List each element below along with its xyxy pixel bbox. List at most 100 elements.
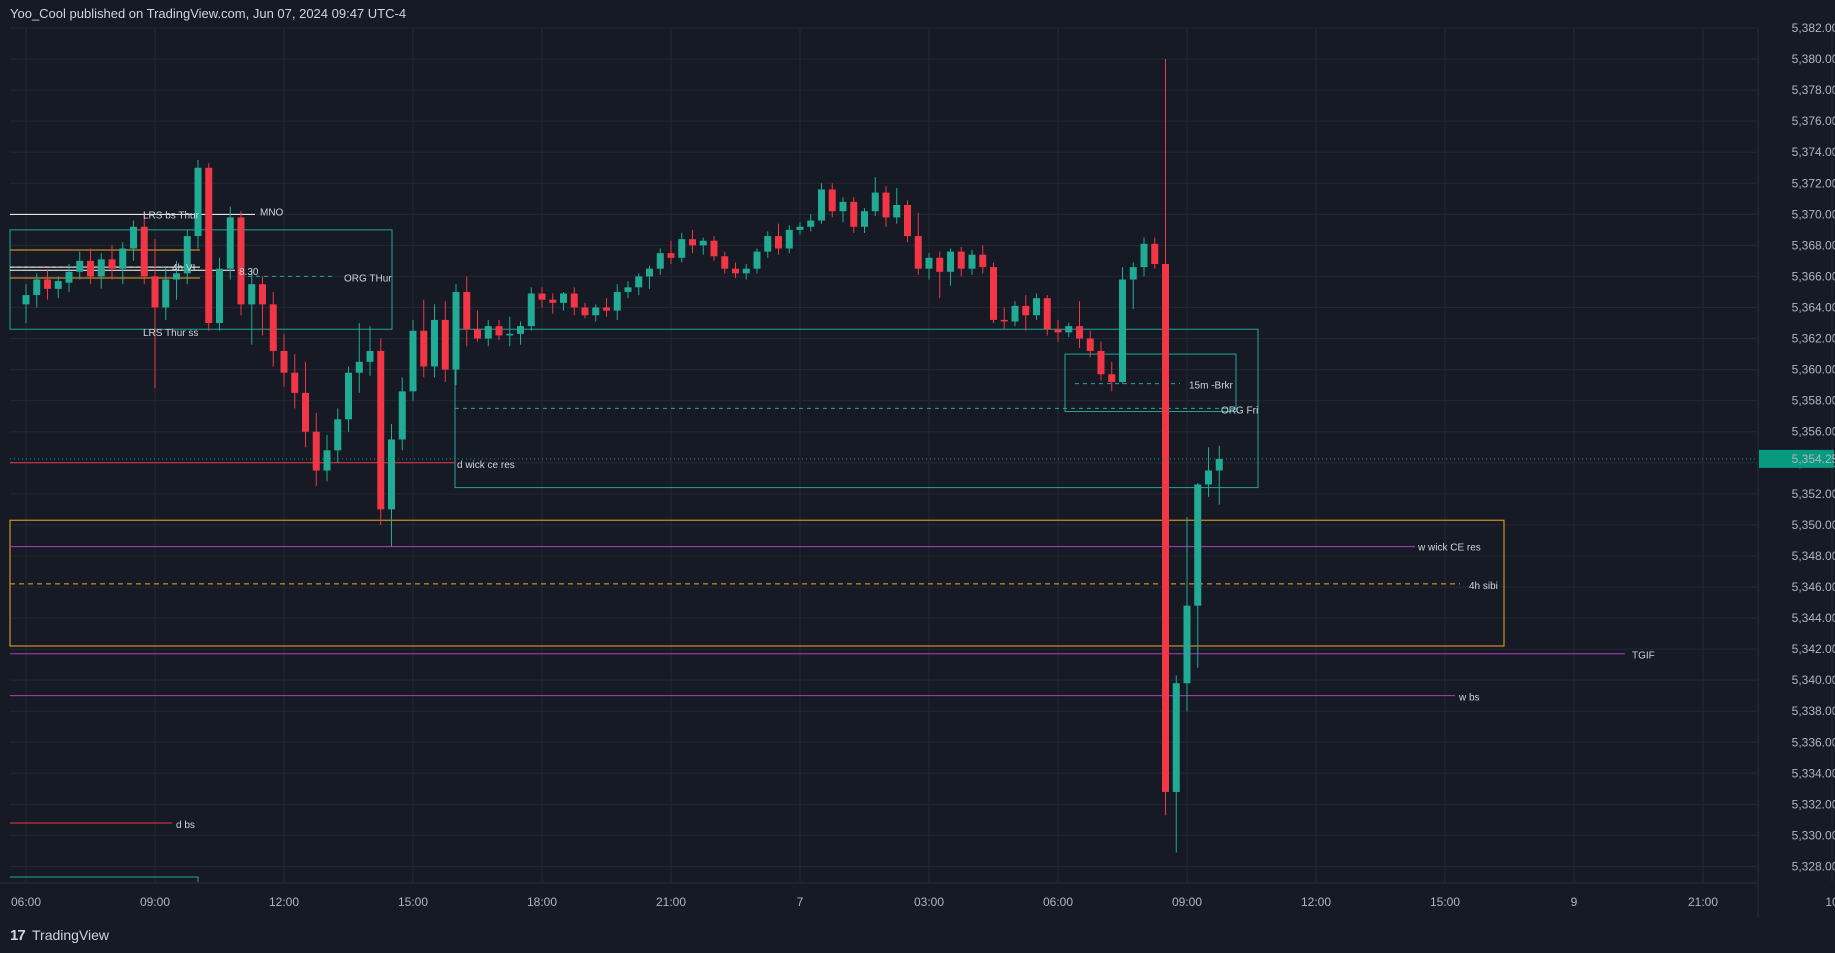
candle-body-up [398,391,406,440]
y-tick-label: 5,380.00 [1792,52,1835,66]
y-tick-label: 5,376.00 [1792,114,1835,128]
candle-body-down [87,260,94,277]
y-tick-label: 5,330.00 [1792,828,1835,842]
annotation-lrs-thur-ss: LRS Thur ss [143,328,198,339]
x-tick-label: 15:00 [1430,895,1460,909]
candle-body-up [33,279,41,296]
candle-body-up [592,307,600,316]
candle-body-up [796,226,804,230]
candle-body-down [667,253,675,258]
y-tick-label: 5,362.00 [1792,332,1835,346]
candle-body-up [173,273,180,280]
candle-body-up [334,419,342,451]
candle-body-up [1129,267,1137,280]
candle-body-up [861,211,868,227]
candle-body-up [839,201,847,212]
y-tick-label: 5,346.00 [1792,580,1835,594]
x-tick-label: 06:00 [1043,895,1073,909]
annotation-w-wick-ce-res: w wick CE res [1417,543,1481,554]
candle-body-up [388,439,395,510]
brkr-zone [1064,353,1237,413]
candle-body-down [1076,326,1083,339]
y-tick-label: 5,334.00 [1792,766,1835,780]
candle-body-down [420,330,428,367]
y-tick-label: 5,360.00 [1792,363,1835,377]
y-tick-label: 5,328.00 [1792,859,1835,873]
candle-body-up [409,330,417,392]
tradingview-logo-icon: 17 [10,927,26,944]
candle-body-down [151,276,159,308]
x-tick-label: 12:00 [1301,895,1331,909]
candle-body-up [1183,605,1191,684]
candle-body-up [1140,243,1148,268]
candle-body-up [646,268,653,277]
candle-body-up [506,333,514,336]
y-tick-label: 5,366.00 [1792,269,1835,283]
candle-body-down [990,267,997,320]
y-tick-label: 5,372.00 [1792,176,1835,190]
candle-body-up [162,279,170,308]
candle-body-down [775,236,782,249]
candle-body-up [527,293,535,327]
candle-body-down [1000,319,1008,322]
candle-body-up [560,293,567,303]
last-price-label: 5,354.25 [1792,452,1835,466]
annotation-w-bs: w bs [1458,693,1480,704]
candle-body-down [1086,338,1094,351]
plot-background [0,28,1835,918]
chart-header: Yoo_Cool published on TradingView.com, J… [0,0,1835,28]
candle-body-up [807,220,815,227]
candle-body-down [1043,298,1051,330]
y-tick-label: 5,382.00 [1792,21,1835,35]
candle-body-up [76,260,84,272]
publisher-text: Yoo_Cool published on TradingView.com, J… [10,6,407,21]
y-tick-label: 5,350.00 [1792,518,1835,532]
last-price-tag [1759,449,1834,468]
annotation-org-thur: ORG THur [344,273,392,284]
y-tick-label: 5,332.00 [1792,797,1835,811]
candle-body-up [753,251,761,269]
candle-body-down [140,226,148,277]
annotation-lrs-bs-thur: LRS bs Thur [143,210,200,221]
orange-fvg-zone [9,519,1505,647]
candle-body-up [624,287,632,292]
candle-body-down [495,326,503,336]
candle-body-up [226,217,234,269]
candle-body-down [280,350,288,373]
annotation-4h-sibi: 4h sibi [1469,581,1498,592]
candle-body-down [463,291,471,330]
x-tick-label: 09:00 [1172,895,1202,909]
candle-body-up [1011,305,1019,322]
candle-body-up [1205,470,1212,485]
candle-body-down [538,293,546,300]
candle-body-up [1215,458,1223,471]
x-tick-label: 18:00 [527,895,557,909]
candle-body-down [377,350,385,510]
candle-body-down [44,279,51,289]
x-tick-label: 7 [797,895,804,909]
candle-body-down [689,239,696,246]
y-tick-label: 5,340.00 [1792,673,1835,687]
candle-body-down [312,431,320,471]
candle-body-up [97,259,105,277]
annotation-d-wick-ce-res: d wick ce res [457,460,515,471]
candle-body-up [323,450,331,471]
candle-body-up [355,361,363,373]
y-tick-label: 5,336.00 [1792,735,1835,749]
candle-body-down [441,319,449,370]
candle-body-down [259,284,266,305]
y-tick-label: 5,358.00 [1792,394,1835,408]
candle-body-down [979,254,987,268]
x-tick-label: 06:00 [11,895,41,909]
candle-body-up [947,251,954,272]
x-tick-label: 21:00 [656,895,686,909]
candle-body-down [474,329,481,339]
y-tick-label: 5,342.00 [1792,642,1835,656]
candle-body-up [183,236,191,274]
candle-body-down [108,259,116,269]
candle-body-up [366,350,374,362]
candle-body-down [1108,374,1116,383]
candle-body-down [581,307,589,316]
bottom-zone-edge [10,876,199,882]
